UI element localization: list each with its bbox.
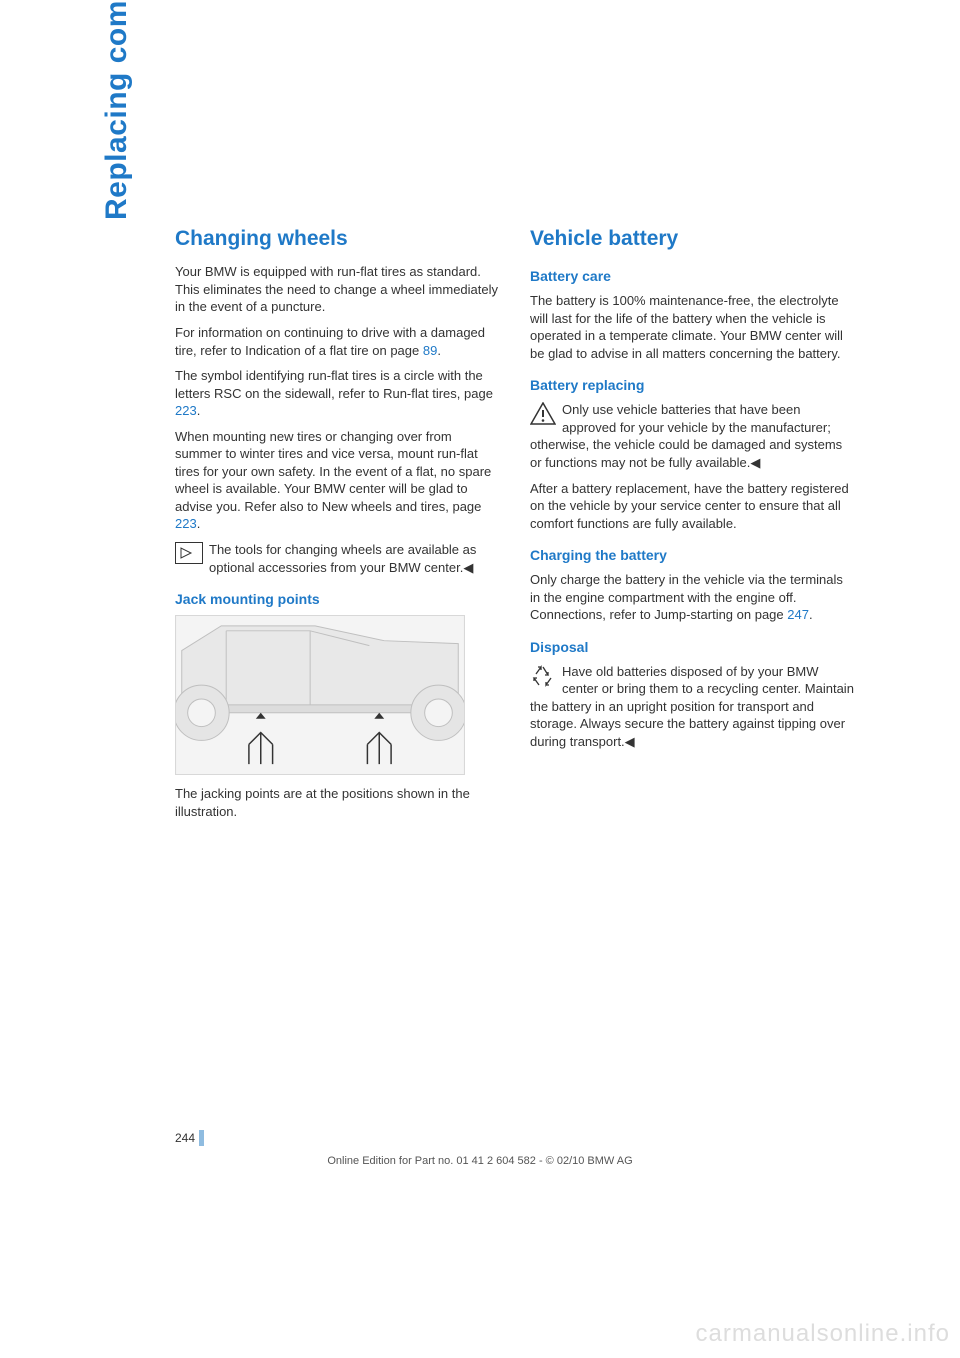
recycle-text: Have old batteries disposed of by your B… xyxy=(530,664,854,749)
warning-block: Only use vehicle batteries that have bee… xyxy=(530,401,855,471)
para: Only charge the battery in the vehicle v… xyxy=(530,571,855,624)
page-number-wrap: 244 xyxy=(175,1130,204,1146)
footer-text: Online Edition for Part no. 01 41 2 604 … xyxy=(0,1155,960,1167)
end-mark: ◀ xyxy=(463,560,473,575)
heading-battery-care: Battery care xyxy=(530,267,855,286)
jack-points-figure xyxy=(175,615,465,775)
end-mark: ◀ xyxy=(625,734,635,749)
para: When mounting new tires or changing over… xyxy=(175,428,500,533)
text: When mounting new tires or changing over… xyxy=(175,429,491,514)
note-text: The tools for changing wheels are availa… xyxy=(209,542,476,575)
text: . xyxy=(437,343,441,358)
warning-icon xyxy=(530,402,556,426)
note-block: The tools for changing wheels are availa… xyxy=(175,541,500,576)
recycle-icon xyxy=(530,664,556,688)
heading-jack-mounting: Jack mounting points xyxy=(175,590,500,609)
page-ref[interactable]: 223 xyxy=(175,403,197,418)
note-icon xyxy=(175,542,203,564)
para: After a battery replacement, have the ba… xyxy=(530,480,855,533)
para: Your BMW is equipped with run-flat tires… xyxy=(175,263,500,316)
heading-charging-battery: Charging the battery xyxy=(530,546,855,565)
heading-vehicle-battery: Vehicle battery xyxy=(530,225,855,253)
heading-battery-replacing: Battery replacing xyxy=(530,376,855,395)
section-tab: Replacing components xyxy=(100,0,134,220)
text: . xyxy=(197,516,201,531)
text: . xyxy=(809,607,813,622)
para: The battery is 100% maintenance-free, th… xyxy=(530,292,855,362)
page: Replacing components Changing wheels You… xyxy=(0,0,960,1358)
recycle-block: Have old batteries disposed of by your B… xyxy=(530,663,855,751)
end-mark: ◀ xyxy=(750,455,760,470)
page-ref[interactable]: 247 xyxy=(787,607,809,622)
text: . xyxy=(197,403,201,418)
para: For information on continuing to drive w… xyxy=(175,324,500,359)
page-number-bar xyxy=(199,1130,204,1146)
left-column: Changing wheels Your BMW is equipped wit… xyxy=(175,225,500,828)
page-ref[interactable]: 223 xyxy=(175,516,197,531)
heading-changing-wheels: Changing wheels xyxy=(175,225,500,253)
right-column: Vehicle battery Battery care The battery… xyxy=(530,225,855,828)
figure-caption: The jacking points are at the positions … xyxy=(175,785,500,820)
page-number: 244 xyxy=(175,1131,195,1145)
page-ref[interactable]: 89 xyxy=(423,343,437,358)
heading-disposal: Disposal xyxy=(530,638,855,657)
text: The symbol identifying run-flat tires is… xyxy=(175,368,493,401)
watermark: carmanualsonline.info xyxy=(696,1320,950,1348)
warning-text: Only use vehicle batteries that have bee… xyxy=(530,402,842,470)
para: The symbol identifying run-flat tires is… xyxy=(175,367,500,420)
content-columns: Changing wheels Your BMW is equipped wit… xyxy=(175,225,855,828)
